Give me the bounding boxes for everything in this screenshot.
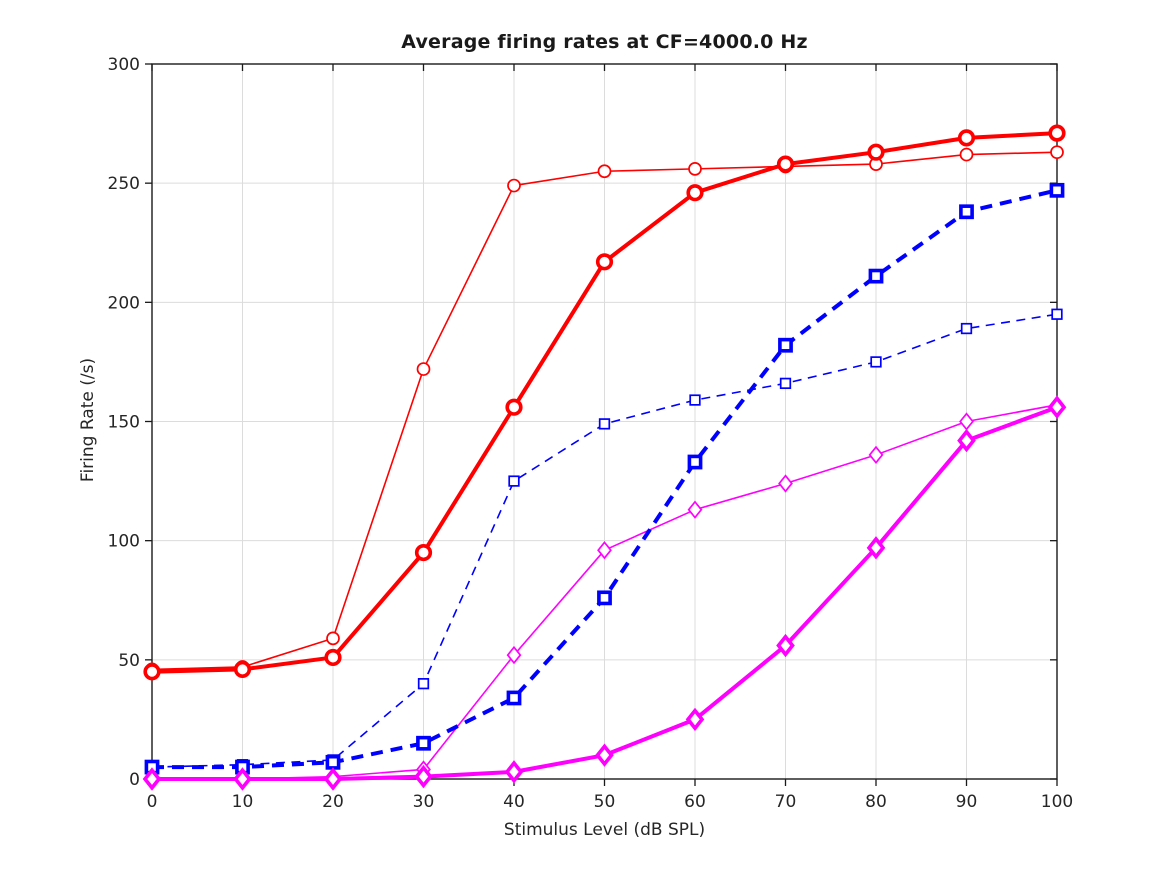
square-marker: [959, 204, 974, 220]
diamond-marker: [142, 767, 162, 791]
diamond-marker: [776, 633, 795, 658]
square-marker: [779, 377, 792, 390]
square-marker: [1049, 182, 1065, 198]
diamond-marker: [414, 764, 433, 789]
circle-marker: [507, 178, 521, 193]
y-tick-label: 150: [108, 413, 140, 433]
diamond-marker: [778, 474, 793, 493]
square-marker: [325, 754, 341, 770]
circle-marker: [233, 660, 252, 678]
diamond-marker: [959, 412, 974, 431]
square-marker: [778, 337, 793, 353]
x-axis-label: Stimulus Level (dB SPL): [503, 820, 706, 840]
circle-marker: [867, 143, 885, 161]
square-marker: [687, 454, 703, 470]
x-tick-label: 50: [594, 792, 616, 812]
diamond-marker: [233, 767, 252, 791]
y-tick-labels: 0 50 100 150 200 250 300: [108, 55, 140, 790]
circle-marker: [597, 164, 612, 179]
square-marker: [870, 356, 882, 368]
x-tick-label: 80: [865, 792, 887, 812]
x-tick-label: 70: [775, 792, 797, 812]
circle-marker: [957, 129, 976, 147]
square-marker: [598, 418, 611, 430]
y-tick-label: 0: [129, 770, 140, 790]
square-marker: [597, 590, 612, 606]
x-tick-label: 60: [684, 792, 706, 812]
square-marker: [417, 678, 430, 690]
diamond-marker: [957, 428, 976, 453]
square-marker: [508, 475, 520, 487]
x-tick-label: 90: [956, 792, 978, 812]
square-marker: [960, 322, 973, 335]
diamond-marker: [323, 767, 343, 791]
circle-marker: [1050, 145, 1064, 160]
x-tick-label: 30: [413, 792, 435, 812]
circle-marker: [1048, 124, 1066, 142]
circle-marker: [143, 663, 161, 681]
diamond-marker: [1047, 395, 1067, 419]
diamond-marker: [866, 536, 886, 560]
y-tick-label: 200: [108, 293, 140, 313]
diamond-marker: [868, 445, 884, 465]
x-tick-labels: 0 10 20 30 40 50 60 70 80 90 100: [147, 792, 1074, 812]
x-tick-label: 0: [147, 792, 158, 812]
y-tick-label: 100: [108, 532, 140, 552]
diamond-marker: [687, 500, 703, 519]
diamond-marker: [504, 760, 524, 784]
diamond-marker: [595, 743, 614, 767]
series-magenta-thick: [142, 395, 1067, 791]
circle-marker: [505, 398, 523, 416]
circle-marker: [686, 184, 704, 202]
y-tick-label: 250: [108, 174, 140, 194]
circle-marker: [326, 631, 340, 646]
circle-marker: [688, 162, 702, 176]
circle-marker: [776, 155, 795, 173]
diamond-marker: [597, 541, 612, 560]
circle-marker: [324, 648, 342, 667]
circle-marker: [959, 147, 974, 162]
circle-marker: [416, 362, 431, 376]
x-tick-label: 10: [232, 792, 254, 812]
square-marker: [506, 690, 522, 706]
square-marker: [868, 268, 884, 284]
diamond-marker: [506, 645, 522, 665]
series-red-thick: [143, 124, 1066, 681]
circle-marker: [414, 543, 433, 562]
x-tick-label: 20: [322, 792, 344, 812]
square-marker: [1051, 308, 1063, 320]
x-tick-label: 40: [503, 792, 525, 812]
y-axis-label: Firing Rate (/s): [78, 357, 98, 483]
diamond-marker: [685, 707, 705, 732]
square-marker: [416, 735, 431, 751]
square-marker: [689, 394, 701, 406]
chart-title: Average firing rates at CF=4000.0 Hz: [401, 31, 808, 53]
y-tick-label: 50: [118, 651, 140, 671]
x-tick-label: 100: [1041, 792, 1073, 812]
y-tick-label: 300: [108, 55, 140, 75]
circle-marker: [595, 253, 614, 271]
